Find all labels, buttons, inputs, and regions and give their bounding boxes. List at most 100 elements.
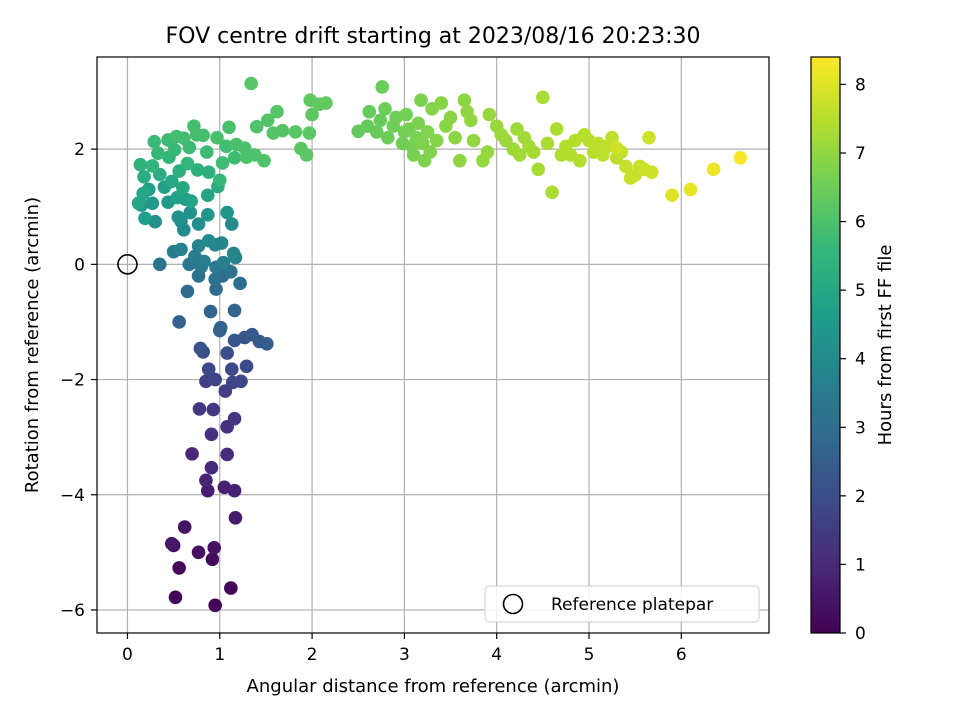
colorbar-tick-label: 4 [855, 350, 866, 370]
data-point [209, 282, 223, 296]
x-tick-label: 6 [676, 645, 687, 665]
data-point [219, 139, 234, 154]
data-point [224, 362, 239, 376]
chart-title: FOV centre drift starting at 2023/08/16 … [166, 24, 701, 49]
data-point [270, 104, 284, 119]
data-point [167, 142, 182, 157]
data-point [180, 284, 195, 299]
data-point [206, 402, 221, 417]
data-point [191, 545, 206, 560]
data-point [429, 133, 444, 148]
data-point [609, 141, 624, 155]
data-point [526, 145, 541, 159]
data-point [619, 159, 633, 174]
data-point [138, 211, 152, 226]
data-point [420, 125, 435, 139]
data-point [414, 93, 428, 107]
data-point [380, 130, 395, 145]
data-point [216, 255, 231, 270]
data-point [171, 210, 186, 224]
data-point [172, 315, 186, 329]
data-point [288, 125, 303, 139]
data-point [168, 590, 183, 605]
legend-marker-icon [502, 593, 524, 615]
y-tick-label: −2 [60, 371, 85, 391]
data-point [644, 165, 659, 179]
x-tick-label: 5 [584, 645, 595, 665]
data-point [201, 165, 216, 179]
data-point [423, 145, 438, 159]
data-point [185, 447, 199, 461]
data-point [531, 162, 546, 177]
x-tick-label: 3 [399, 645, 410, 665]
data-point [201, 233, 216, 248]
data-point [399, 107, 414, 122]
colorbar-tick-label: 1 [855, 555, 866, 575]
colorbar-ticks: 0 1 2 3 4 5 6 7 8 [840, 75, 866, 644]
data-point [201, 362, 216, 376]
reference-platepar-marker [117, 254, 138, 275]
data-point [137, 170, 151, 184]
data-point [152, 257, 167, 272]
data-point [210, 130, 224, 145]
data-point [172, 561, 186, 575]
data-point [136, 186, 150, 201]
legend: Reference platepar [484, 585, 760, 623]
data-point [457, 93, 472, 107]
data-point [164, 174, 179, 189]
data-point [208, 598, 222, 613]
x-tick-label: 1 [214, 645, 225, 665]
data-point [406, 148, 421, 162]
data-point [411, 116, 426, 131]
legend-label: Reference platepar [551, 595, 713, 615]
data-point [212, 323, 227, 338]
data-point [572, 153, 587, 168]
colorbar-tick-label: 7 [855, 144, 866, 164]
data-point [214, 236, 229, 250]
data-point [164, 536, 179, 551]
y-tick-label: −4 [60, 486, 85, 506]
data-point [227, 151, 242, 165]
data-point [275, 123, 290, 138]
data-point [378, 102, 392, 116]
data-point [174, 242, 188, 257]
colorbar-tick-label: 6 [855, 213, 866, 233]
data-point [196, 128, 210, 143]
data-point [151, 146, 165, 160]
data-point [191, 239, 206, 253]
y-tick-label: −6 [60, 601, 85, 621]
colorbar-tick-label: 3 [855, 418, 866, 438]
colorbar-tick-label: 8 [855, 75, 866, 95]
colorbar-tick-label: 5 [855, 281, 866, 301]
data-point [187, 119, 201, 133]
data-point [545, 185, 559, 200]
data-point [373, 113, 388, 128]
data-point [133, 157, 148, 172]
data-point [434, 96, 449, 110]
data-point [183, 205, 198, 220]
colorbar-gradient [810, 56, 841, 634]
data-point [249, 119, 264, 134]
data-point [260, 113, 275, 128]
colorbar-label: Hours from first FF file [875, 245, 896, 446]
data-point [540, 136, 555, 151]
data-point [212, 173, 227, 188]
data-point [443, 110, 458, 125]
data-point [222, 120, 236, 135]
x-axis-label: Angular distance from reference (arcmin) [247, 676, 620, 697]
data-point [200, 188, 215, 203]
data-point [512, 148, 527, 162]
data-point [224, 217, 239, 231]
data-point [305, 107, 319, 122]
data-point [224, 265, 238, 279]
data-point [200, 208, 215, 222]
data-point [226, 246, 241, 261]
data-point [299, 148, 314, 162]
y-tick-label: 2 [74, 140, 85, 160]
data-point [375, 80, 390, 94]
data-point [215, 156, 230, 170]
data-point [200, 483, 215, 498]
y-axis-ticks: −6 −4 −2 0 2 [60, 140, 97, 621]
legend-box [484, 585, 760, 623]
